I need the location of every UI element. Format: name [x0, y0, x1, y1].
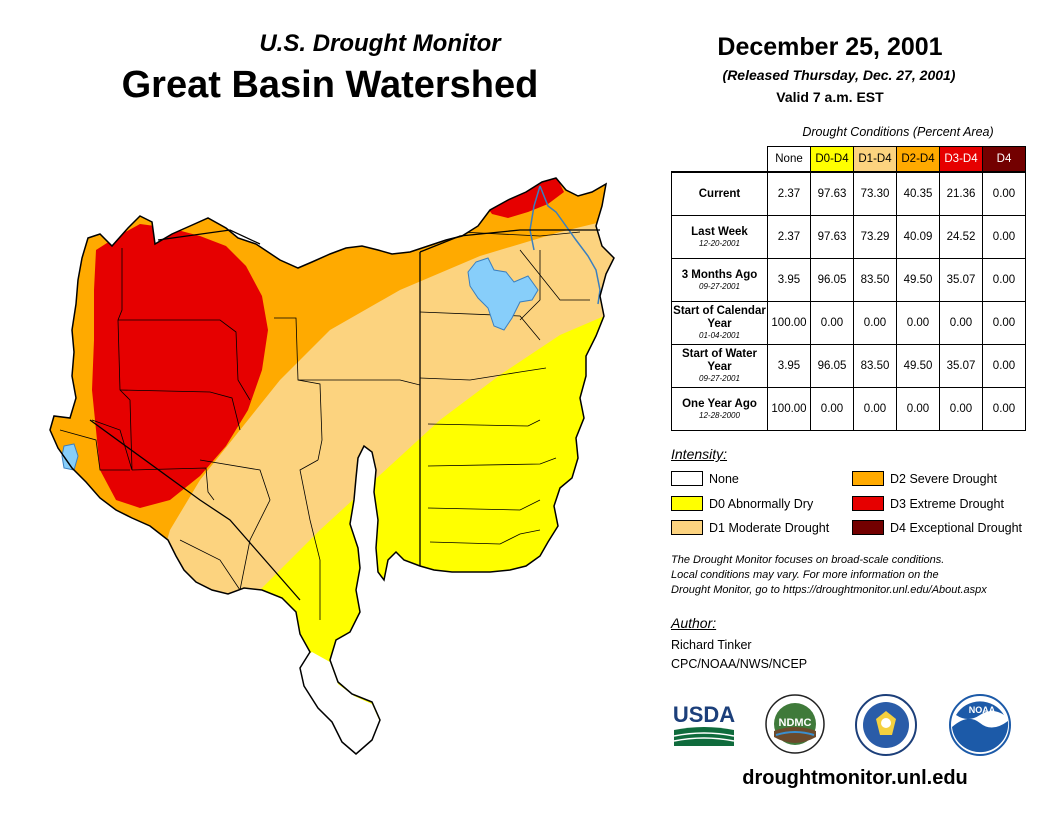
commerce-seal-icon: [855, 694, 917, 756]
drought-table: None D0-D4 D1-D4 D2-D4 D3-D4 D4 Current …: [671, 146, 1026, 431]
legend-swatch: [852, 496, 884, 511]
cell: 35.07: [939, 344, 983, 388]
legend-swatch: [852, 520, 884, 535]
release-date: (Released Thursday, Dec. 27, 2001): [722, 67, 956, 83]
cell: 0.00: [982, 301, 1026, 345]
cell: 0.00: [896, 301, 940, 345]
legend-label: D1 Moderate Drought: [709, 520, 830, 535]
cell: 0.00: [982, 258, 1026, 302]
cell: 0.00: [939, 301, 983, 345]
row-label: Start of Calendar Year 01-04-2001: [671, 301, 768, 345]
legend-label: None: [709, 471, 739, 486]
cell: 0.00: [939, 387, 983, 431]
row-label: Start of Water Year 09-27-2001: [671, 344, 768, 388]
legend-swatch: [852, 471, 884, 486]
usda-logo-icon: USDA: [673, 702, 735, 746]
col-none: None: [767, 146, 811, 173]
cell: 3.95: [767, 258, 811, 302]
cell: 0.00: [810, 301, 854, 345]
col-d2-d4: D2-D4: [896, 146, 940, 173]
cell: 3.95: [767, 344, 811, 388]
legend-swatch: [671, 471, 703, 486]
legend-label: D2 Severe Drought: [890, 471, 998, 486]
table-row-last-week: Last Week 12-20-2001 2.37 97.63 73.29 40.…: [671, 215, 1026, 259]
cell: 40.35: [896, 171, 940, 216]
table-row-3-months: 3 Months Ago 09-27-2001 3.95 96.05 83.50 …: [671, 258, 1026, 302]
cell: 97.63: [810, 215, 854, 259]
cell: 35.07: [939, 258, 983, 302]
author-organization: CPC/NOAA/NWS/NCEP: [671, 657, 808, 671]
note-line: Drought Monitor, go to https://droughtmo…: [671, 584, 987, 596]
table-header-row: None D0-D4 D1-D4 D2-D4 D3-D4 D4: [672, 146, 1026, 173]
ndmc-logo-icon: NDMC: [765, 694, 825, 754]
cell: 21.36: [939, 171, 983, 216]
legend-swatch: [671, 520, 703, 535]
table-caption: Drought Conditions (Percent Area): [802, 125, 994, 139]
cell: 83.50: [853, 344, 897, 388]
cell: 0.00: [982, 387, 1026, 431]
cell: 96.05: [810, 258, 854, 302]
col-d3-d4: D3-D4: [939, 146, 983, 173]
cell: 0.00: [982, 344, 1026, 388]
cell: 97.63: [810, 171, 854, 216]
row-label: 3 Months Ago 09-27-2001: [671, 258, 768, 302]
legend-title: Intensity:: [671, 446, 728, 462]
cell: 100.00: [767, 301, 811, 345]
table-row-one-year-ago: One Year Ago 12-28-2000 100.00 0.00 0.00 …: [671, 387, 1026, 431]
legend-item-d3: D3 Extreme Drought: [852, 496, 1004, 511]
cell: 49.50: [896, 258, 940, 302]
cell: 83.50: [853, 258, 897, 302]
col-d0-d4: D0-D4: [810, 146, 854, 173]
legend-item-d4: D4 Exceptional Drought: [852, 520, 1022, 535]
map-subtitle: U.S. Drought Monitor: [259, 30, 501, 57]
legend-swatch: [671, 496, 703, 511]
note-line: Local conditions may vary. For more info…: [671, 569, 939, 581]
table-row-water-year: Start of Water Year 09-27-2001 3.95 96.05…: [671, 344, 1026, 388]
table-row-calendar-year: Start of Calendar Year 01-04-2001 100.00 …: [671, 301, 1026, 345]
legend-label: D4 Exceptional Drought: [890, 520, 1023, 535]
drought-map: [49, 177, 615, 755]
cell: 24.52: [939, 215, 983, 259]
ndmc-logo-text: NDMC: [779, 717, 812, 729]
website-url[interactable]: droughtmonitor.unl.edu: [742, 767, 968, 789]
valid-time: Valid 7 a.m. EST: [776, 89, 884, 105]
cell: 96.05: [810, 344, 854, 388]
legend-item-d2: D2 Severe Drought: [852, 471, 997, 486]
row-label: Current: [671, 171, 768, 216]
cell: 73.29: [853, 215, 897, 259]
author-heading: Author:: [671, 615, 717, 631]
cell: 0.00: [982, 215, 1026, 259]
noaa-logo-icon: NOAA: [949, 694, 1011, 756]
cell: 0.00: [982, 171, 1026, 216]
legend-label: D3 Extreme Drought: [890, 496, 1004, 511]
cell: 40.09: [896, 215, 940, 259]
cell: 73.30: [853, 171, 897, 216]
legend-item-d1: D1 Moderate Drought: [671, 520, 829, 535]
usda-logo-text: USDA: [673, 702, 735, 727]
note-line: The Drought Monitor focuses on broad-sca…: [671, 554, 945, 566]
author-name: Richard Tinker: [671, 638, 752, 652]
row-label: Last Week 12-20-2001: [671, 215, 768, 259]
disclaimer-note: The Drought Monitor focuses on broad-sca…: [671, 553, 1041, 598]
cell: 2.37: [767, 215, 811, 259]
noaa-logo-text: NOAA: [969, 705, 996, 715]
table-row-current: Current 2.37 97.63 73.30 40.35 21.36 0.0…: [671, 171, 1026, 216]
cell: 49.50: [896, 344, 940, 388]
legend-item-none: None: [671, 471, 739, 486]
legend-label: D0 Abnormally Dry: [709, 496, 814, 511]
col-d4: D4: [982, 146, 1026, 173]
cell: 0.00: [896, 387, 940, 431]
row-label: One Year Ago 12-28-2000: [671, 387, 768, 431]
cell: 100.00: [767, 387, 811, 431]
cell: 0.00: [810, 387, 854, 431]
map-date: December 25, 2001: [717, 33, 943, 61]
cell: 0.00: [853, 301, 897, 345]
col-d1-d4: D1-D4: [853, 146, 897, 173]
cell: 2.37: [767, 171, 811, 216]
map-title: Great Basin Watershed: [121, 64, 539, 106]
table-corner: [672, 147, 768, 173]
cell: 0.00: [853, 387, 897, 431]
legend-item-d0: D0 Abnormally Dry: [671, 496, 813, 511]
